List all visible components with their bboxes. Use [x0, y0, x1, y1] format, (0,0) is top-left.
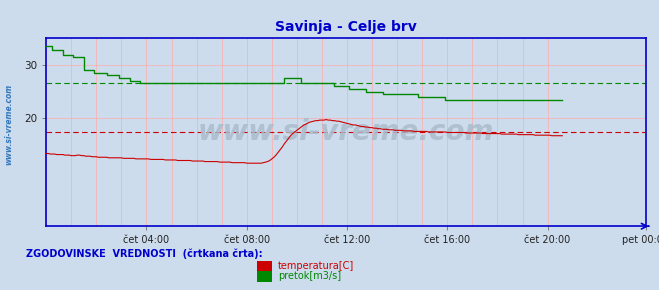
Text: ZGODOVINSKE  VREDNOSTI  (črtkana črta):: ZGODOVINSKE VREDNOSTI (črtkana črta): — [26, 248, 263, 259]
Text: temperatura[C]: temperatura[C] — [278, 261, 355, 271]
Text: www.si-vreme.com: www.si-vreme.com — [198, 118, 494, 146]
Text: www.si-vreme.com: www.si-vreme.com — [4, 84, 13, 165]
Text: pretok[m3/s]: pretok[m3/s] — [278, 271, 341, 280]
Title: Savinja - Celje brv: Savinja - Celje brv — [275, 20, 417, 34]
